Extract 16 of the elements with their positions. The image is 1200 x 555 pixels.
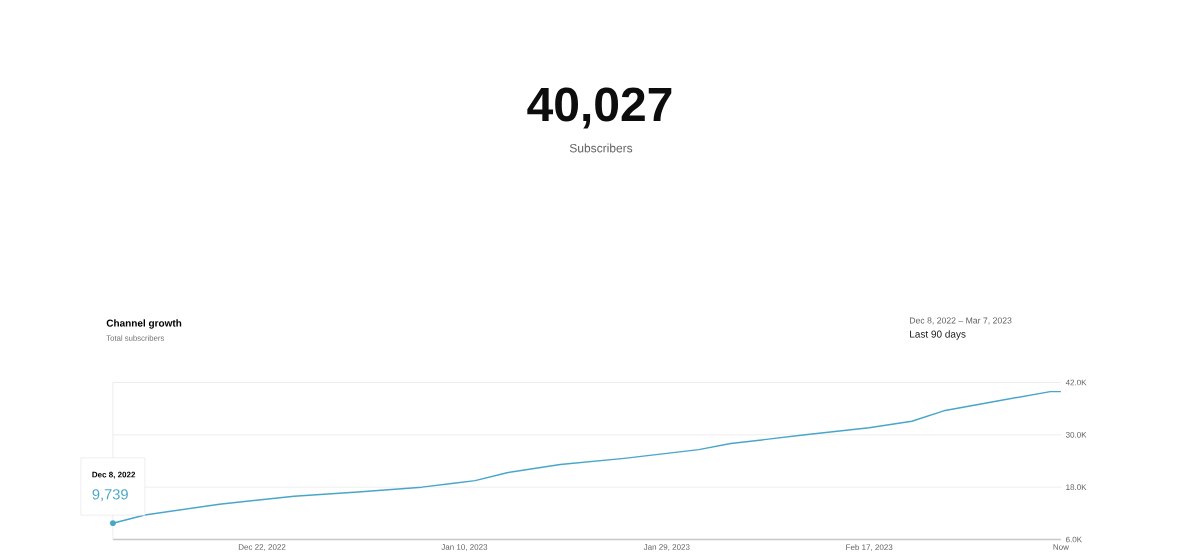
y-tick-label: 18.0K (1066, 484, 1087, 490)
chart-title: Channel growth (106, 319, 182, 329)
y-tick-label: 42.0K (1065, 379, 1087, 386)
annotation: Dec 8, 2022 (92, 471, 136, 479)
text: 40,027 (527, 87, 672, 129)
x-tick-label: Now (1053, 543, 1069, 550)
annotation: 9,739 (92, 488, 128, 502)
y-tick-label: 30.0K (1065, 431, 1087, 438)
y-tick-label: 6.0K (1066, 536, 1082, 543)
text: Last 90 days (910, 330, 966, 340)
x-tick-label: Jan 10, 2023 (441, 543, 488, 551)
x-tick-label: Feb 17, 2023 (846, 543, 893, 551)
text: Subscribers (569, 143, 633, 153)
x-tick-label: Dec 22, 2022 (238, 543, 286, 551)
text: Dec 8, 2022 – Mar 7, 2023 (909, 317, 1012, 325)
x-tick-label: Jan 29, 2023 (643, 543, 690, 551)
